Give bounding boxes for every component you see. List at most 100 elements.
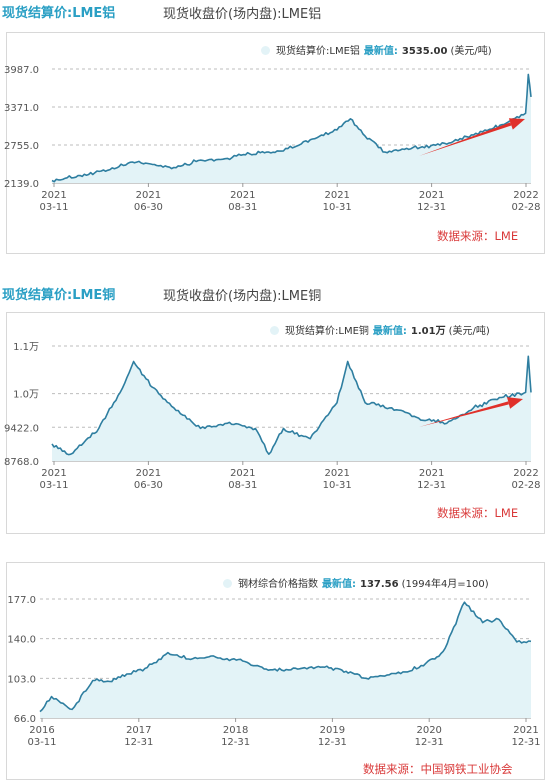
- data-point[interactable]: [364, 676, 369, 681]
- x-tick-label-year: 2018: [223, 725, 248, 736]
- data-point[interactable]: [266, 150, 271, 155]
- data-point[interactable]: [444, 421, 449, 426]
- data-point[interactable]: [145, 665, 150, 670]
- data-point[interactable]: [281, 148, 286, 153]
- latest-value-unit: (1994年4月=100): [401, 579, 489, 590]
- legend-marker: [270, 326, 279, 335]
- data-point[interactable]: [363, 400, 368, 405]
- data-point[interactable]: [253, 426, 258, 431]
- data-point[interactable]: [529, 94, 534, 99]
- data-point[interactable]: [103, 169, 108, 174]
- data-point[interactable]: [49, 694, 54, 699]
- data-point[interactable]: [78, 173, 83, 178]
- data-point[interactable]: [416, 416, 421, 421]
- data-point[interactable]: [383, 150, 388, 155]
- data-point[interactable]: [234, 658, 239, 663]
- data-point[interactable]: [526, 354, 531, 359]
- data-point[interactable]: [50, 178, 55, 183]
- data-point[interactable]: [50, 441, 55, 446]
- data-point[interactable]: [198, 426, 203, 431]
- data-point[interactable]: [480, 620, 485, 625]
- data-point[interactable]: [130, 159, 135, 164]
- x-tick-label-date: 02-28: [511, 480, 540, 491]
- data-point[interactable]: [443, 646, 448, 651]
- data-point[interactable]: [107, 679, 112, 684]
- data-point[interactable]: [523, 111, 528, 116]
- latest-value-label: 最新值:: [372, 326, 407, 337]
- x-tick-label-year: 2021: [230, 190, 255, 201]
- data-point[interactable]: [281, 426, 286, 431]
- data-point[interactable]: [96, 426, 101, 431]
- x-tick-label-year: 2021: [419, 468, 444, 479]
- data-point[interactable]: [316, 664, 321, 669]
- data-point[interactable]: [462, 600, 467, 605]
- data-point[interactable]: [523, 390, 528, 395]
- data-point[interactable]: [499, 395, 504, 400]
- data-point[interactable]: [198, 158, 203, 163]
- series-line[interactable]: [39, 601, 532, 713]
- data-point[interactable]: [529, 639, 534, 644]
- data-point[interactable]: [348, 116, 353, 121]
- y-tick-label: 2755.0: [4, 141, 39, 152]
- data-point[interactable]: [186, 657, 191, 662]
- data-point[interactable]: [334, 400, 339, 405]
- x-tick-label-year: 2021: [41, 468, 66, 479]
- data-point[interactable]: [350, 670, 355, 675]
- data-point[interactable]: [288, 667, 293, 672]
- data-point[interactable]: [38, 709, 43, 714]
- series-line[interactable]: [51, 73, 532, 183]
- legend-series-name: 现货结算价:LME铜: [285, 326, 369, 337]
- data-point[interactable]: [171, 165, 176, 170]
- data-point[interactable]: [241, 152, 246, 157]
- tab-settlement-price-copper[interactable]: 现货结算价:LME铜: [2, 288, 116, 303]
- x-tick-label-date: 08-31: [228, 480, 257, 491]
- data-point[interactable]: [150, 385, 155, 390]
- x-tick-label-date: 12-31: [511, 737, 540, 748]
- steel-index-panel: 钢材综合价格指数 最新值: 137.56 (1994年4月=100) 177.0 140…: [0, 562, 549, 781]
- data-point[interactable]: [384, 673, 389, 678]
- data-point[interactable]: [150, 162, 155, 167]
- x-tick-label-year: 2021: [513, 725, 538, 736]
- data-point[interactable]: [165, 650, 170, 655]
- data-point[interactable]: [471, 405, 476, 410]
- y-tick-label: 1.0万: [13, 390, 39, 401]
- x-tick-label-date: 03-11: [27, 737, 56, 748]
- data-point[interactable]: [70, 707, 75, 712]
- data-point[interactable]: [131, 359, 136, 364]
- data-point[interactable]: [496, 617, 501, 622]
- data-point[interactable]: [404, 146, 409, 151]
- data-point[interactable]: [405, 669, 410, 674]
- data-point[interactable]: [308, 436, 313, 441]
- steel-index-chart-card: 钢材综合价格指数 最新值: 137.56 (1994年4月=100) 177.0 140…: [6, 562, 545, 780]
- data-point[interactable]: [118, 390, 123, 395]
- tab-closing-price-copper[interactable]: 现货收盘价(场内盘):LME铜: [163, 289, 322, 304]
- data-point[interactable]: [529, 390, 534, 395]
- data-source: 数据来源：LME: [437, 506, 519, 520]
- data-source: 数据来源：LME: [437, 229, 519, 243]
- x-tick-label-year: 2022: [513, 190, 538, 201]
- data-point[interactable]: [266, 452, 271, 457]
- data-point[interactable]: [225, 421, 230, 426]
- series-line[interactable]: [51, 355, 532, 456]
- data-point[interactable]: [526, 72, 531, 77]
- tab-closing-price-aluminium[interactable]: 现货收盘价(场内盘):LME铝: [163, 7, 322, 22]
- y-tick-label: 103.0: [7, 674, 36, 685]
- data-point[interactable]: [171, 405, 176, 410]
- data-point[interactable]: [206, 654, 211, 659]
- data-point[interactable]: [124, 672, 129, 677]
- data-point[interactable]: [334, 127, 339, 132]
- data-point[interactable]: [345, 359, 350, 364]
- data-point[interactable]: [514, 639, 519, 644]
- data-point[interactable]: [68, 452, 73, 457]
- data-point[interactable]: [218, 157, 223, 162]
- data-point[interactable]: [389, 405, 394, 410]
- data-point[interactable]: [308, 137, 313, 142]
- data-point[interactable]: [432, 657, 437, 662]
- data-point[interactable]: [363, 134, 368, 139]
- data-point[interactable]: [268, 667, 273, 672]
- data-point[interactable]: [90, 678, 95, 683]
- x-tick-label-year: 2019: [320, 725, 345, 736]
- data-point[interactable]: [522, 639, 527, 644]
- tab-settlement-price-aluminium[interactable]: 现货结算价:LME铝: [2, 6, 116, 21]
- x-tick-label-year: 2016: [29, 725, 54, 736]
